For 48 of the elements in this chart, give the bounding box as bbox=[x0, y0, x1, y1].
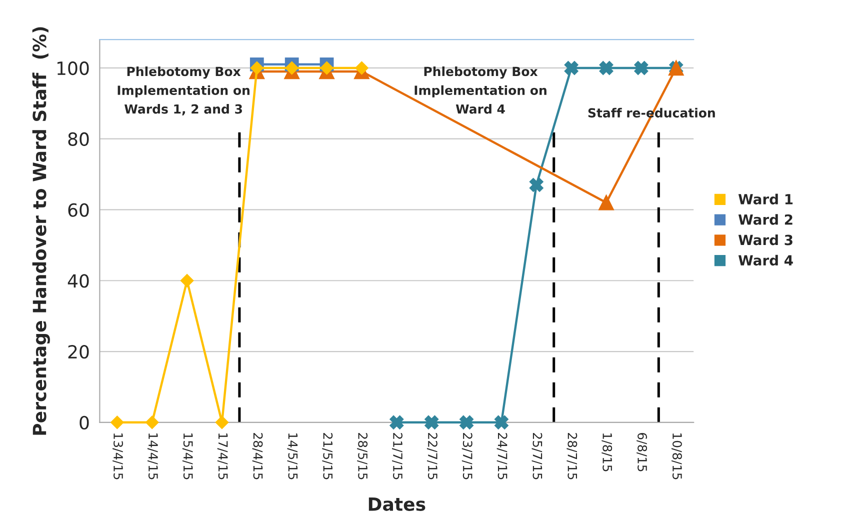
y-tick-label: 0 bbox=[80, 416, 89, 430]
x-tick-label: 6/8/15 bbox=[636, 432, 648, 472]
point bbox=[285, 61, 298, 75]
x-tick-label: 28/4/15 bbox=[252, 433, 263, 480]
point bbox=[424, 415, 439, 430]
x-tick-label: 25/7/15 bbox=[532, 433, 542, 480]
point bbox=[529, 178, 544, 192]
point bbox=[215, 416, 229, 429]
y-tick-label: 80 bbox=[68, 132, 89, 146]
point bbox=[146, 416, 159, 429]
x-tick-label: 22/7/15 bbox=[426, 433, 438, 480]
point bbox=[598, 195, 614, 210]
x-tick-label: 21/5/15 bbox=[322, 433, 333, 480]
x-tick-label: 10/8/15 bbox=[672, 433, 682, 480]
x-tick-label: 14/4/15 bbox=[148, 433, 158, 480]
x-tick-label: 24/7/15 bbox=[496, 433, 508, 480]
point bbox=[355, 61, 368, 75]
x-tick-label: 21/7/15 bbox=[392, 433, 402, 480]
y-tick-label: 40 bbox=[68, 274, 89, 288]
point bbox=[250, 61, 264, 75]
y-tick-label: 100 bbox=[58, 61, 89, 76]
annotation: Phlebotomy Box Implementation on Wards 1, 2 and 3 bbox=[118, 66, 250, 116]
x-axis-title: Dates bbox=[368, 498, 426, 511]
annotation: Phlebotomy Box Implementation on Ward 4 bbox=[414, 66, 546, 114]
y-tick-label: 60 bbox=[68, 203, 89, 217]
x-tick-label: 17/4/15 bbox=[217, 433, 228, 480]
point bbox=[180, 274, 194, 288]
x-tick-label: 15/4/15 bbox=[182, 433, 193, 480]
x-tick-label: 14/5/15 bbox=[287, 433, 298, 480]
x-tick-label: 1/8/15 bbox=[602, 433, 612, 472]
y-axis-title: Percentage Handover to Ward Staff (%) bbox=[32, 27, 50, 435]
y-tick-label: 20 bbox=[68, 344, 89, 359]
legend-label: Ward 2 bbox=[738, 214, 792, 225]
x-tick-label: 28/7/15 bbox=[566, 433, 578, 480]
point bbox=[390, 415, 404, 430]
x-tick-label: 13/4/15 bbox=[112, 433, 123, 480]
x-tick-label: 23/7/15 bbox=[462, 433, 472, 480]
legend-label: Ward 3 bbox=[738, 234, 792, 246]
legend-label: Ward 4 bbox=[738, 254, 793, 266]
point bbox=[599, 61, 614, 75]
point bbox=[460, 415, 474, 430]
point bbox=[320, 61, 334, 75]
point bbox=[564, 61, 578, 75]
point bbox=[110, 416, 124, 429]
x-tick-label: 28/5/15 bbox=[357, 433, 368, 480]
point bbox=[634, 61, 648, 75]
legend-label: Ward 1 bbox=[738, 194, 793, 204]
point bbox=[494, 415, 508, 430]
